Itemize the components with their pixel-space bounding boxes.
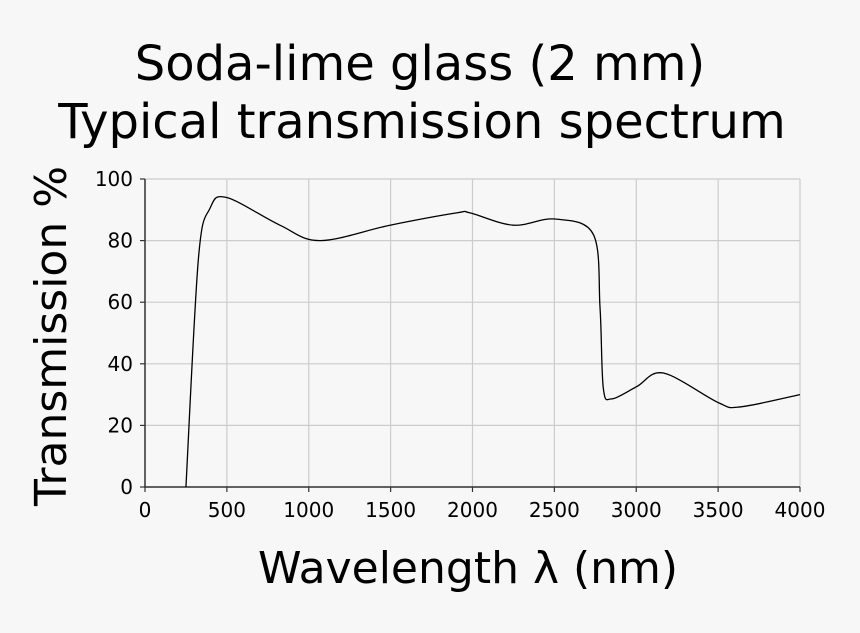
x-tick-label: 500: [208, 498, 246, 522]
y-tick-label: 100: [95, 167, 133, 191]
grid: [144, 178, 801, 488]
x-tick-label: 3500: [693, 498, 744, 522]
x-tick-label: 0: [139, 498, 152, 522]
x-tick-label: 4000: [775, 498, 826, 522]
chart-title-line-1: Soda-lime glass (2 mm): [135, 36, 706, 92]
x-axis-label: Wavelength λ (nm): [258, 543, 678, 594]
axes: [140, 178, 801, 492]
y-tick-label: 20: [108, 413, 133, 437]
x-tick-label: 3000: [611, 498, 662, 522]
y-tick-label: 80: [108, 229, 133, 253]
tick-labels: 0 500 1000 1500 2000 2500 3000 3500 4000 0 20 40 60 8…: [95, 167, 826, 522]
y-tick-label: 0: [120, 475, 133, 499]
y-tick-label: 60: [108, 290, 133, 314]
y-axis-label: Transmission %: [26, 166, 77, 507]
y-tick-label: 40: [108, 352, 133, 376]
x-tick-label: 2500: [529, 498, 580, 522]
x-tick-label: 2000: [447, 498, 498, 522]
x-tick-label: 1500: [365, 498, 416, 522]
x-tick-label: 1000: [283, 498, 334, 522]
series-line-transmission: [185, 195, 801, 488]
chart-title-line-2: Typical transmission spectrum: [57, 94, 785, 150]
